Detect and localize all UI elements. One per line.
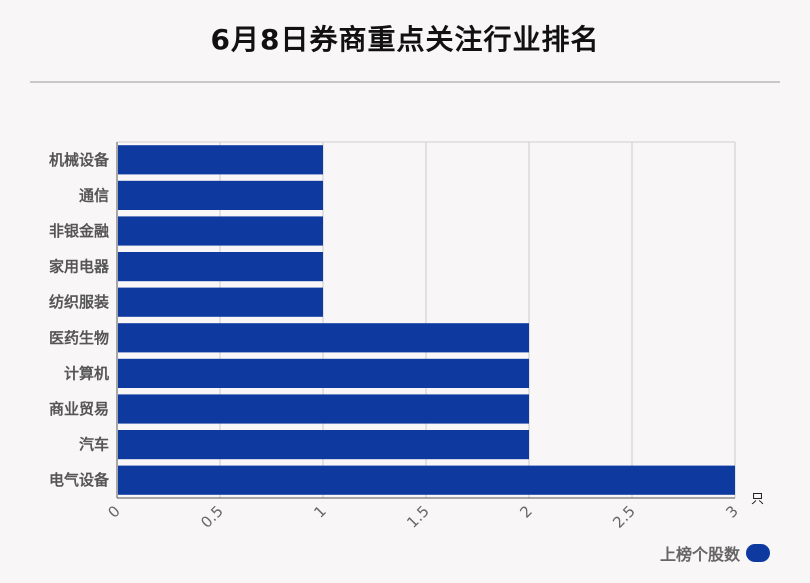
x-unit-label: 只 (751, 492, 764, 507)
x-tick-label: 2.5 (609, 502, 639, 532)
legend-label: 上榜个股数 (659, 545, 740, 564)
bar (118, 430, 529, 460)
x-tick-label: 3 (722, 502, 741, 521)
chart-title: 6月8日券商重点关注行业排名 (210, 23, 600, 56)
x-tick-label: 1.5 (403, 502, 433, 532)
x-tick-label: 1 (310, 502, 329, 521)
x-tick-label: 0 (104, 502, 123, 521)
category-label: 电气设备 (49, 471, 110, 489)
bar (118, 323, 529, 353)
bar (118, 216, 323, 246)
legend-swatch (746, 544, 770, 562)
category-label: 纺织服装 (49, 293, 110, 311)
bar (118, 287, 323, 317)
bar (118, 145, 323, 175)
category-label: 计算机 (64, 364, 109, 382)
bar (118, 358, 529, 388)
x-tick-label: 2 (516, 502, 535, 521)
category-label: 通信 (79, 186, 109, 204)
category-label: 机械设备 (49, 151, 110, 169)
legend[interactable]: 上榜个股数 (660, 541, 770, 565)
category-label: 医药生物 (49, 329, 109, 347)
title-divider (30, 81, 780, 83)
bar (118, 394, 529, 424)
bar (118, 180, 323, 210)
category-label: 家用电器 (49, 258, 110, 276)
category-label: 非银金融 (49, 222, 109, 240)
category-label: 商业贸易 (49, 400, 109, 418)
bar (118, 252, 323, 282)
category-label: 汽车 (79, 436, 109, 454)
x-tick-label: 0.5 (197, 502, 227, 532)
bar (118, 465, 735, 495)
